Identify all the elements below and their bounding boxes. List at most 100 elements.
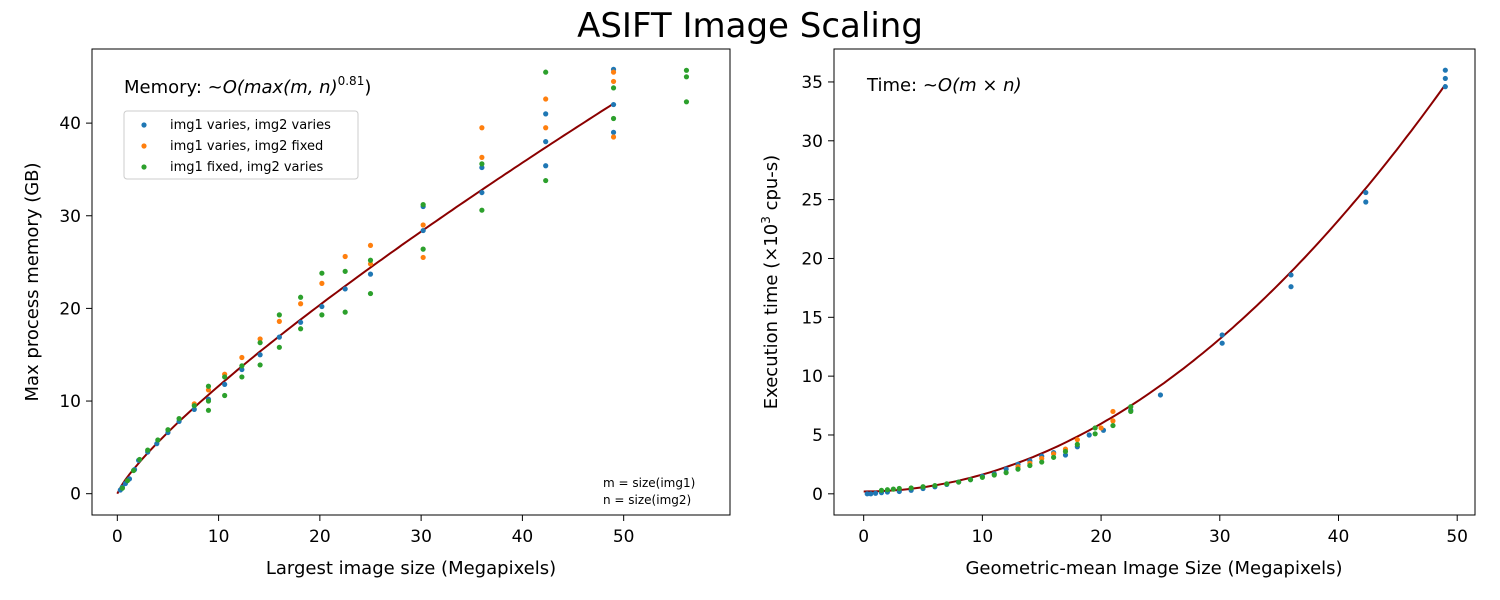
scatter-point [908,485,914,491]
time-y-label-suffix: cpu-s) [761,155,782,216]
y-tick-label: 30 [801,132,823,152]
scatter-point [222,381,228,387]
scatter-point [1363,189,1369,196]
x-tick-label: 20 [309,527,331,547]
y-tick-label: 0 [70,485,81,505]
x-tick-label: 50 [613,527,635,547]
y-tick-label: 20 [801,249,823,269]
scatter-point [543,96,549,102]
scatter-point [130,467,137,474]
scatter-point [610,129,617,135]
scatter-point [543,177,549,184]
memory-scatter-points [117,66,690,493]
y-tick-label: 30 [59,207,81,227]
scatter-point [1092,425,1098,431]
scatter-point [920,484,926,490]
x-tick-label: 20 [1090,527,1112,547]
scatter-point [205,387,212,393]
scatter-point [884,487,891,493]
scatter-point [543,111,549,117]
scatter-point [1288,284,1294,290]
scatter-point [610,134,617,140]
memory-annotation-prefix: Memory: ~ [124,77,223,98]
y-tick-label: 10 [801,367,823,387]
x-tick-label: 10 [208,527,230,547]
scatter-point [367,242,374,249]
memory-note-n: n = size(img2) [603,493,691,507]
scatter-point [1442,75,1448,82]
scatter-point [1098,425,1104,431]
scatter-point [1074,437,1080,443]
y-tick-label: 5 [812,426,823,446]
x-tick-label: 40 [1328,527,1350,547]
scatter-point [319,280,325,286]
scatter-point [191,403,197,409]
legend-marker-img1-fixed-img2-varies [141,164,147,170]
scatter-point [276,318,282,324]
scatter-point [683,99,690,105]
scatter-point [991,472,997,478]
memory-y-ticks: 0 10 20 30 40 [59,114,92,505]
scatter-point [276,312,282,318]
scatter-point [610,101,617,108]
time-plot: 0 10 20 30 40 50 0 5 10 15 20 25 30 35 Geometric-mea… [759,48,1476,579]
legend-marker-img1-varies-img2-fixed [141,143,147,149]
scatter-point [1110,408,1116,415]
scatter-point [1288,272,1294,278]
memory-x-axis-label: Largest image size (Megapixels) [266,558,556,579]
scatter-point [239,366,245,373]
scatter-point [276,344,282,350]
scatter-point [191,406,197,412]
x-tick-label: 40 [512,527,534,547]
scatter-point [479,207,485,213]
scatter-point [319,303,325,310]
scatter-point [420,227,426,234]
scatter-point [479,189,485,196]
scatter-point [367,290,374,297]
scatter-point [257,336,263,342]
scatter-point [205,383,212,389]
scatter-point [319,270,325,276]
scatter-point [1219,340,1225,346]
scatter-point [145,447,151,453]
scatter-point [1074,441,1080,447]
scatter-point [205,398,212,404]
scatter-point [257,352,263,358]
scatter-point [479,161,485,167]
scatter-point [864,491,870,497]
scatter-point [367,261,374,267]
scatter-point [878,487,885,493]
memory-annotation-exponent: 0.81 [338,74,365,88]
memory-complexity-annotation: Memory: ~O(max(m, n)0.81) [124,74,371,98]
memory-annotation-formula: O(max(m, n) [223,77,338,98]
time-complexity-annotation: Time: ~O(m × n) [866,75,1022,96]
scatter-point [1092,431,1098,437]
x-tick-label: 0 [858,527,869,547]
scatter-point [610,69,617,75]
time-annotation-prefix: Time: ~ [866,75,938,96]
time-scatter-points [864,67,1448,497]
time-x-axis-label: Geometric-mean Image Size (Megapixels) [965,558,1342,579]
fit-curve [116,102,615,495]
scatter-point [479,164,485,171]
legend-box [123,110,359,180]
legend-label-img1-varies-img2-varies: img1 varies, img2 varies [170,118,331,133]
time-y-label-exponent: 3 [759,216,773,224]
scatter-point [239,363,245,369]
scatter-point [1442,84,1448,90]
memory-plot: 0 10 20 30 40 50 0 10 20 30 40 Largest image size… [22,48,731,579]
scatter-point [1003,470,1009,476]
legend-label-img1-fixed-img2-varies: img1 fixed, img2 varies [170,160,323,175]
figure-title: ASIFT Image Scaling [577,6,923,46]
scatter-point [205,407,212,413]
x-tick-label: 0 [112,527,123,547]
memory-note-m: m = size(img1) [603,476,695,490]
scatter-point [543,69,549,75]
time-x-ticks: 0 10 20 30 40 50 [858,515,1468,547]
scatter-point [239,374,245,380]
scatter-point [944,481,950,487]
scatter-point [896,485,902,492]
scatter-point [1157,392,1164,398]
memory-fit-curve-group [116,102,615,495]
